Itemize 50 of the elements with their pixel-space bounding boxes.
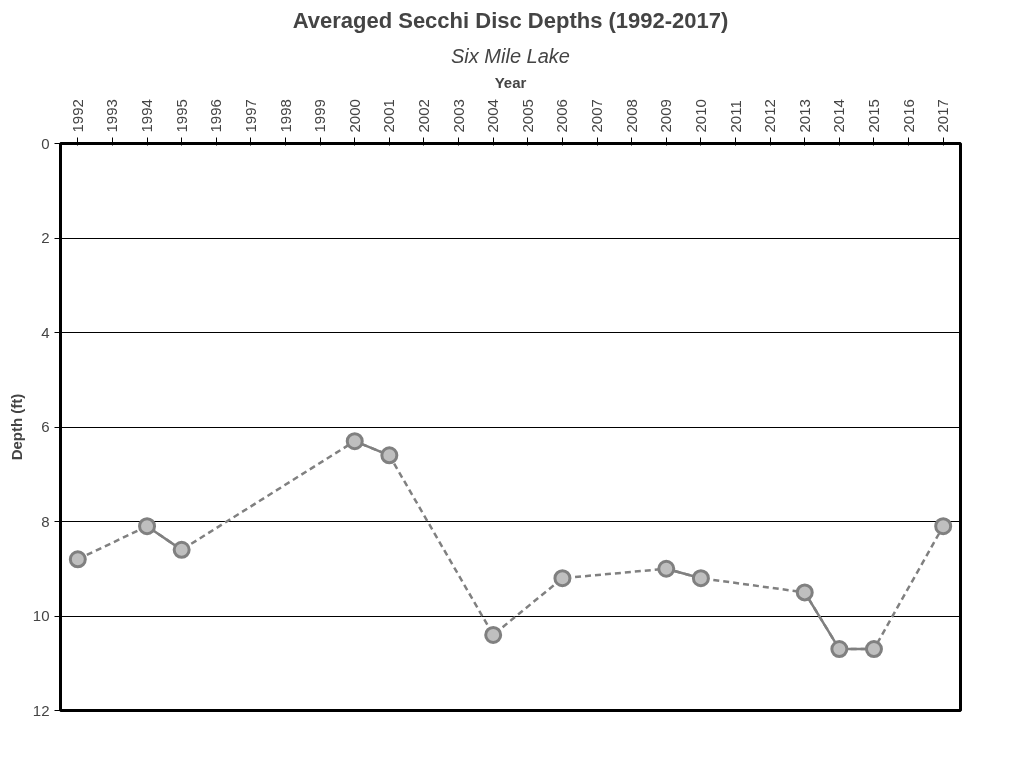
point <box>657 559 676 578</box>
x-tick-label: 1995 <box>172 99 190 133</box>
x-tick-label: 2001 <box>380 99 398 133</box>
x-tick-label: 2003 <box>449 99 467 133</box>
x-tick-label: 1993 <box>103 99 121 133</box>
x-tick-label: 1992 <box>68 99 86 133</box>
point <box>934 517 953 536</box>
x-tick-label: 1998 <box>276 99 294 133</box>
x-tick-label: 2013 <box>795 99 813 133</box>
point <box>345 432 364 451</box>
point <box>138 517 157 536</box>
x-tick-label: 1994 <box>138 99 156 133</box>
point <box>691 569 710 588</box>
y-tick-label: 4 <box>41 323 50 341</box>
x-tick-label: 2014 <box>830 99 848 133</box>
x-tick-label: 1999 <box>311 99 329 133</box>
y-tick-label: 0 <box>41 134 50 152</box>
x-tick-label: 2011 <box>726 100 744 133</box>
point <box>553 569 572 588</box>
y-tick-label: 10 <box>32 607 50 624</box>
point <box>380 446 399 465</box>
y-axis-title: Depth (ft) <box>7 393 25 461</box>
point <box>830 640 849 659</box>
x-tick-label: 2010 <box>691 99 709 133</box>
x-tick-label: 2012 <box>761 99 779 133</box>
x-tick-label: 2017 <box>934 99 952 133</box>
point <box>484 625 503 644</box>
point <box>864 640 883 659</box>
x-tick-label: 2005 <box>518 99 536 133</box>
x-tick-label: 2015 <box>864 99 882 133</box>
x-tick-label: 2016 <box>899 99 917 133</box>
y-tick-label: 12 <box>32 701 50 719</box>
x-tick-label: 1996 <box>207 99 225 133</box>
x-tick-label: 1997 <box>241 99 259 133</box>
y-tick-label: 8 <box>41 512 50 530</box>
x-tick-label: 2009 <box>657 99 675 133</box>
x-tick-label: 2006 <box>553 99 571 133</box>
x-tick-label: 2000 <box>345 99 363 133</box>
point <box>172 540 191 559</box>
x-tick-label: 2007 <box>588 99 606 133</box>
chart-subtitle: Six Mile Lake <box>451 44 570 67</box>
y-tick-label: 2 <box>41 229 50 246</box>
point <box>795 583 814 602</box>
x-tick-label: 2008 <box>622 99 640 133</box>
y-tick-label: 6 <box>41 418 50 435</box>
point <box>68 550 87 569</box>
x-tick-label: 2004 <box>484 99 502 133</box>
x-axis-title: Year <box>494 74 527 92</box>
x-tick-label: 2002 <box>414 99 432 133</box>
chart-title: Averaged Secchi Disc Depths (1992-2017) <box>292 7 729 33</box>
